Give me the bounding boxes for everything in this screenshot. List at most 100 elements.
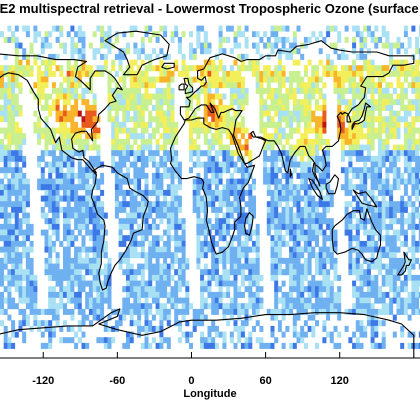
- ozone-pixel: [133, 121, 138, 128]
- ozone-pixel: [281, 110, 286, 117]
- ozone-pixel: [92, 133, 97, 140]
- ozone-pixel: [148, 99, 153, 106]
- ozone-pixel: [177, 161, 182, 168]
- ozone-pixel: [226, 223, 231, 230]
- ozone-pixel: [326, 167, 331, 174]
- ozone-pixel: [400, 144, 405, 151]
- ozone-pixel: [311, 314, 316, 321]
- ozone-pixel: [203, 337, 208, 344]
- ozone-pixel: [3, 263, 8, 270]
- ozone-pixel: [374, 218, 379, 225]
- ozone-pixel: [92, 110, 97, 117]
- ozone-pixel: [263, 161, 268, 168]
- ozone-pixel: [3, 144, 8, 151]
- ozone-pixel: [74, 257, 79, 264]
- ozone-pixel: [240, 229, 245, 236]
- ozone-pixel: [296, 121, 301, 128]
- ozone-pixel: [174, 161, 179, 168]
- ozone-pixel: [33, 320, 38, 327]
- ozone-pixel: [177, 36, 182, 43]
- ozone-pixel: [237, 53, 242, 60]
- ozone-pixel: [88, 76, 93, 83]
- ozone-pixel: [392, 263, 397, 270]
- ozone-pixel: [252, 42, 256, 49]
- ozone-pixel: [355, 297, 360, 304]
- ozone-pixel: [289, 178, 294, 185]
- ozone-pixel: [189, 99, 193, 106]
- ozone-pixel: [237, 246, 242, 253]
- ozone-pixel: [55, 110, 60, 117]
- ozone-pixel: [244, 99, 249, 106]
- ozone-pixel: [211, 195, 216, 202]
- ozone-pixel: [159, 59, 164, 66]
- ozone-pixel: [22, 212, 27, 219]
- ozone-pixel: [370, 320, 375, 327]
- ozone-pixel: [266, 104, 271, 111]
- ozone-pixel: [266, 218, 271, 225]
- ozone-pixel: [352, 99, 357, 106]
- ozone-pixel: [277, 104, 282, 111]
- ozone-pixel: [7, 121, 12, 128]
- ozone-pixel: [296, 110, 301, 117]
- ozone-pixel: [418, 184, 420, 191]
- ozone-pixel: [214, 212, 219, 219]
- ozone-pixel: [259, 87, 264, 94]
- ozone-pixel: [166, 127, 171, 134]
- ozone-pixel: [378, 178, 382, 185]
- ozone-pixel: [214, 161, 219, 168]
- ozone-pixel: [340, 155, 345, 162]
- ozone-pixel: [137, 150, 142, 157]
- ozone-pixel: [14, 172, 19, 179]
- ozone-pixel: [129, 87, 134, 94]
- ozone-pixel: [107, 76, 112, 83]
- ozone-pixel: [348, 144, 353, 151]
- ozone-pixel: [55, 308, 60, 315]
- ozone-pixel: [170, 110, 175, 117]
- ozone-pixel: [203, 59, 208, 66]
- ozone-pixel: [237, 25, 242, 32]
- ozone-pixel: [352, 331, 357, 338]
- ozone-pixel: [170, 252, 175, 259]
- ozone-pixel: [48, 138, 53, 145]
- ozone-pixel: [126, 65, 130, 72]
- ozone-pixel: [200, 121, 205, 128]
- ozone-pixel: [385, 104, 390, 111]
- ozone-pixel: [81, 223, 86, 230]
- ozone-pixel: [166, 189, 171, 196]
- ozone-pixel: [411, 212, 416, 219]
- ozone-pixel: [240, 252, 245, 259]
- ozone-pixel: [381, 138, 386, 145]
- ozone-pixel: [214, 331, 219, 338]
- ozone-pixel: [163, 70, 168, 77]
- ozone-pixel: [270, 144, 275, 151]
- ozone-pixel: [126, 138, 130, 145]
- ozone-pixel: [151, 48, 156, 55]
- ozone-pixel: [352, 25, 357, 32]
- ozone-pixel: [248, 218, 253, 225]
- ozone-pixel: [133, 155, 138, 162]
- ozone-pixel: [74, 297, 79, 304]
- ozone-pixel: [315, 280, 319, 287]
- ozone-pixel: [33, 274, 38, 281]
- ozone-pixel: [137, 82, 142, 89]
- ozone-pixel: [366, 150, 371, 157]
- ozone-pixel: [66, 269, 71, 276]
- ozone-pixel: [307, 195, 312, 202]
- ozone-pixel: [244, 218, 249, 225]
- ozone-pixel: [0, 280, 4, 287]
- ozone-pixel: [311, 65, 316, 72]
- ozone-pixel: [370, 184, 375, 191]
- ozone-pixel: [103, 252, 108, 259]
- ozone-pixel: [322, 65, 327, 72]
- ozone-pixel: [277, 223, 282, 230]
- ozone-pixel: [126, 286, 130, 293]
- ozone-pixel: [222, 116, 227, 123]
- ozone-pixel: [70, 161, 75, 168]
- ozone-pixel: [7, 155, 12, 162]
- ozone-pixel: [118, 121, 123, 128]
- ozone-pixel: [196, 201, 201, 208]
- ozone-pixel: [7, 104, 12, 111]
- ozone-pixel: [252, 246, 256, 253]
- ozone-pixel: [140, 82, 145, 89]
- ozone-pixel: [114, 308, 119, 315]
